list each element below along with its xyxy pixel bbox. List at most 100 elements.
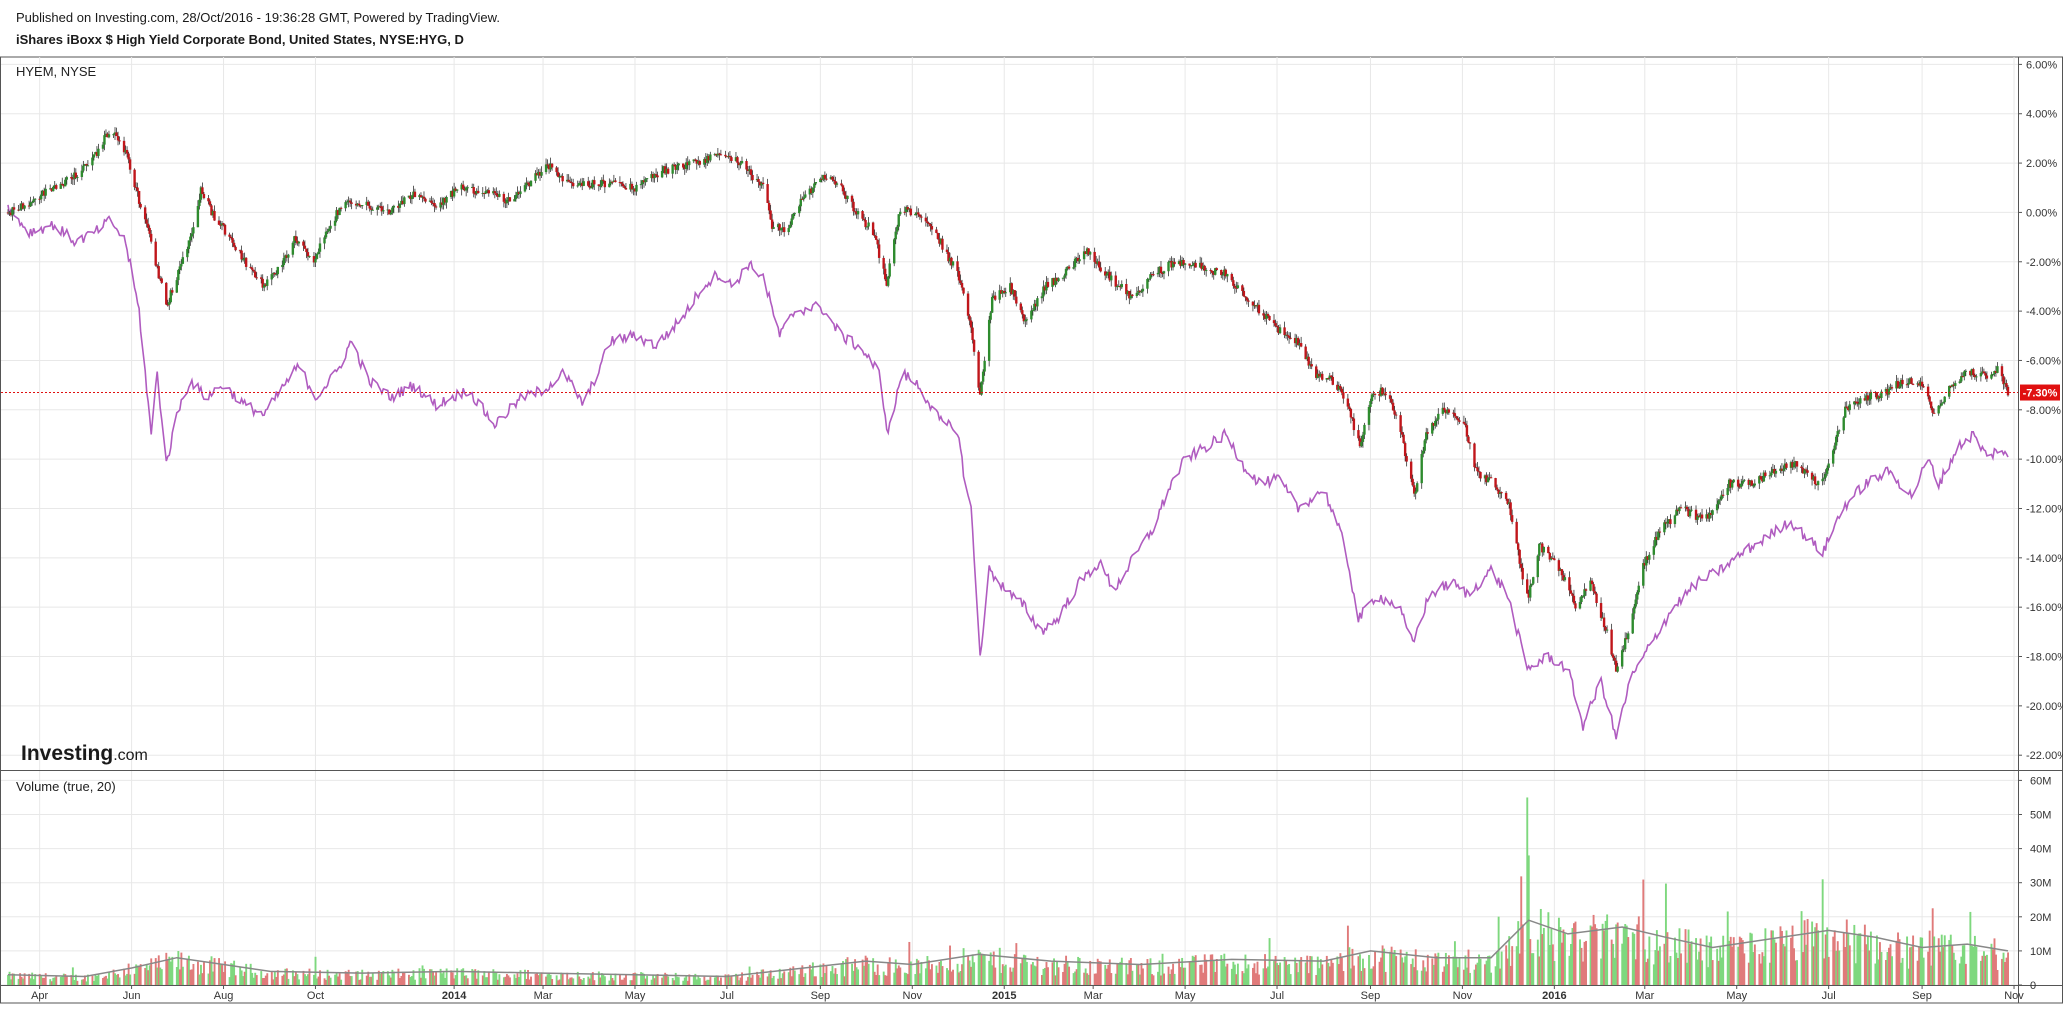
candle-body — [686, 162, 689, 166]
volume-bar — [1781, 930, 1783, 985]
volume-bar — [1857, 933, 1860, 985]
candle-body — [1648, 554, 1651, 560]
candle-body — [1747, 479, 1750, 485]
volume-bar — [561, 973, 564, 985]
candle-body — [1709, 512, 1713, 515]
volume-bar — [1664, 883, 1667, 985]
x-tick-label: Oct — [307, 990, 324, 1002]
volume-bar — [186, 958, 189, 985]
volume-bar — [1252, 967, 1254, 985]
candle-body — [136, 187, 139, 191]
volume-bar — [1529, 939, 1532, 985]
candle-body — [1247, 300, 1250, 302]
candle-body — [1593, 591, 1597, 594]
volume-bar — [314, 956, 317, 985]
volume-bar — [1172, 963, 1175, 985]
volume-bar — [1771, 930, 1774, 985]
volume-bar — [716, 975, 719, 985]
volume-bar — [1095, 973, 1098, 985]
candle-body — [1845, 406, 1848, 408]
volume-bar — [1384, 971, 1387, 985]
volume-bar — [810, 969, 813, 985]
volume-bar — [673, 980, 676, 985]
candle-body — [1907, 383, 1910, 385]
candle-body — [359, 205, 362, 207]
candle-body — [61, 183, 64, 185]
candle-body — [1917, 383, 1921, 386]
candle-body — [874, 235, 878, 240]
volume-bar — [1891, 956, 1893, 985]
candle-body — [62, 184, 65, 187]
candle-body — [1152, 274, 1155, 276]
volume-bar — [23, 973, 26, 985]
volume-bar — [864, 955, 867, 985]
candle-body — [1605, 629, 1609, 631]
candle-body — [620, 182, 623, 184]
volume-bar — [697, 975, 700, 985]
candle-body — [1963, 371, 1966, 377]
volume-bar — [1086, 973, 1089, 985]
volume-bar — [38, 973, 41, 985]
volume-bar — [197, 961, 199, 985]
candle-body — [969, 320, 973, 328]
volume-bar — [924, 968, 927, 985]
candle-body — [650, 174, 653, 179]
volume-bar — [1158, 960, 1161, 985]
candle-body — [1308, 364, 1312, 366]
volume-bar — [1264, 954, 1266, 985]
volume-bar — [1954, 959, 1957, 985]
volume-bar — [1212, 960, 1215, 985]
candle-body — [1770, 472, 1773, 476]
candle-body — [1530, 583, 1533, 586]
investing-logo: Investing.com — [21, 742, 148, 765]
candle-body — [407, 195, 411, 198]
volume-bar — [769, 970, 772, 985]
candle-body — [1572, 595, 1576, 604]
candle-body — [104, 133, 108, 136]
volume-bar — [1236, 963, 1239, 985]
volume-bar — [411, 976, 413, 985]
volume-bar — [41, 977, 44, 985]
volume-bar — [927, 960, 930, 985]
volume-bar — [70, 975, 73, 985]
candle-body — [1468, 442, 1472, 444]
volume-bar — [451, 972, 454, 985]
candle-body — [1236, 285, 1240, 289]
volume-bar — [1720, 957, 1723, 985]
volume-bar — [219, 963, 222, 985]
candle-body — [1135, 292, 1139, 297]
volume-bar — [1582, 961, 1584, 985]
volume-bar — [650, 979, 653, 985]
volume-bar — [1021, 958, 1024, 985]
candle-body — [1403, 443, 1407, 457]
volume-bar — [1964, 963, 1967, 985]
volume-bar — [1221, 960, 1224, 985]
candle-body — [1191, 265, 1194, 267]
volume-bar — [664, 972, 667, 985]
candle-body — [1743, 479, 1746, 481]
volume-bar — [751, 974, 754, 985]
candle-body — [1536, 555, 1539, 578]
volume-bar — [126, 973, 129, 985]
candle-body — [959, 280, 962, 283]
candle-body — [1652, 546, 1656, 555]
candle-body — [1643, 563, 1646, 566]
candle-body — [189, 236, 192, 241]
candle-body — [1922, 386, 1925, 388]
candle-body — [1551, 557, 1555, 559]
volume-bar — [590, 974, 593, 985]
candle-body — [294, 236, 298, 241]
candle-body — [1452, 412, 1455, 414]
volume-bar — [539, 973, 542, 985]
candle-body — [972, 340, 976, 352]
volume-bar — [941, 966, 944, 985]
volume-bar — [597, 971, 600, 985]
candle-body — [779, 228, 783, 231]
candle-body — [1529, 585, 1532, 598]
candle-body — [409, 195, 412, 200]
volume-bar — [768, 973, 771, 985]
volume-bar — [209, 960, 211, 985]
volume-bar — [7, 974, 9, 985]
volume-bar — [435, 972, 438, 985]
